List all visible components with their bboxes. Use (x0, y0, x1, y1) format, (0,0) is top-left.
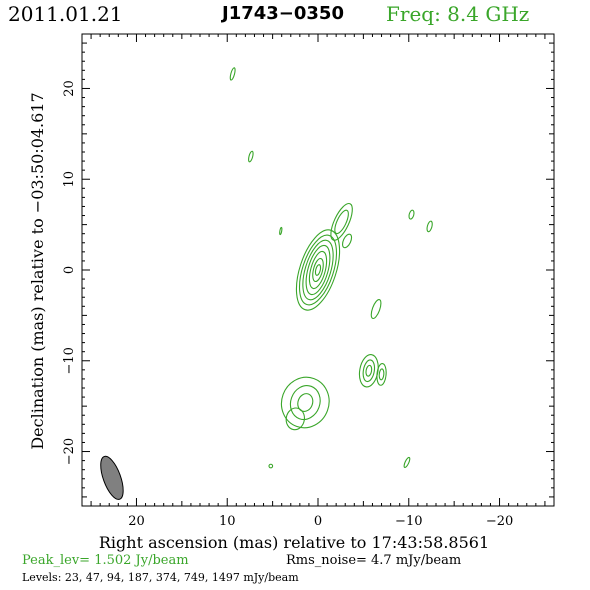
contour-lines (229, 67, 433, 469)
contour-ring (229, 67, 236, 81)
contour-ring (308, 250, 328, 290)
contour-ring (298, 234, 338, 306)
contour-ring (312, 257, 324, 283)
x-tick-label: 20 (128, 514, 145, 529)
x-tick-label: 10 (219, 514, 236, 529)
plot-frame (81, 33, 555, 507)
contour-ring (297, 393, 314, 412)
beam-ellipse (100, 455, 124, 500)
contour-levels: Levels: 23, 47, 94, 187, 374, 749, 1497 … (22, 571, 299, 584)
y-tick-labels: 20 10 0 −10 −20 (62, 80, 77, 465)
contour-ring (403, 456, 411, 468)
contour-ring (370, 299, 382, 320)
contour-ring (285, 407, 305, 431)
contour-ring (268, 463, 274, 469)
x-tick-label: 0 (314, 514, 322, 529)
contour-ring (302, 239, 334, 301)
source-name: J1743−0350 (222, 3, 344, 24)
y-axis-label: Declination (mas) relative to −03:50:04.… (28, 92, 47, 449)
peak-level: Peak_lev= 1.502 Jy/beam (22, 553, 189, 568)
contour-ring (358, 354, 379, 388)
contour-ring (334, 209, 349, 235)
y-tick-label: −20 (62, 438, 77, 465)
x-axis-label: Right ascension (mas) relative to 17:43:… (99, 533, 489, 552)
x-tick-label: −10 (395, 514, 422, 529)
contour-ring (376, 362, 387, 386)
contour-ring (248, 150, 254, 163)
y-tick-label: 0 (62, 266, 77, 274)
contour-ring (362, 359, 376, 383)
y-tick-label: 10 (62, 171, 77, 188)
contour-ring (279, 226, 283, 236)
contour-ring (305, 244, 331, 296)
observation-date: 2011.01.21 (8, 2, 123, 26)
y-tick-label: 20 (62, 80, 77, 97)
rms-noise: Rms_noise= 4.7 mJy/beam (286, 553, 462, 568)
frequency-label: Freq: 8.4 GHz (386, 2, 530, 26)
contour-ring (341, 233, 353, 249)
contour-ring (280, 376, 330, 429)
contour-ring (289, 385, 321, 421)
x-tick-labels: 20 10 0 −10 −20 (128, 514, 513, 529)
y-tick-label: −10 (62, 347, 77, 374)
contour-ring (330, 202, 353, 241)
contour-ring (365, 364, 373, 377)
x-tick-label: −20 (486, 514, 513, 529)
axis-ticks (82, 34, 554, 506)
contour-ring (408, 209, 415, 220)
contour-ring (426, 220, 433, 233)
contour-ring (378, 368, 385, 381)
contour-ring (314, 264, 322, 276)
